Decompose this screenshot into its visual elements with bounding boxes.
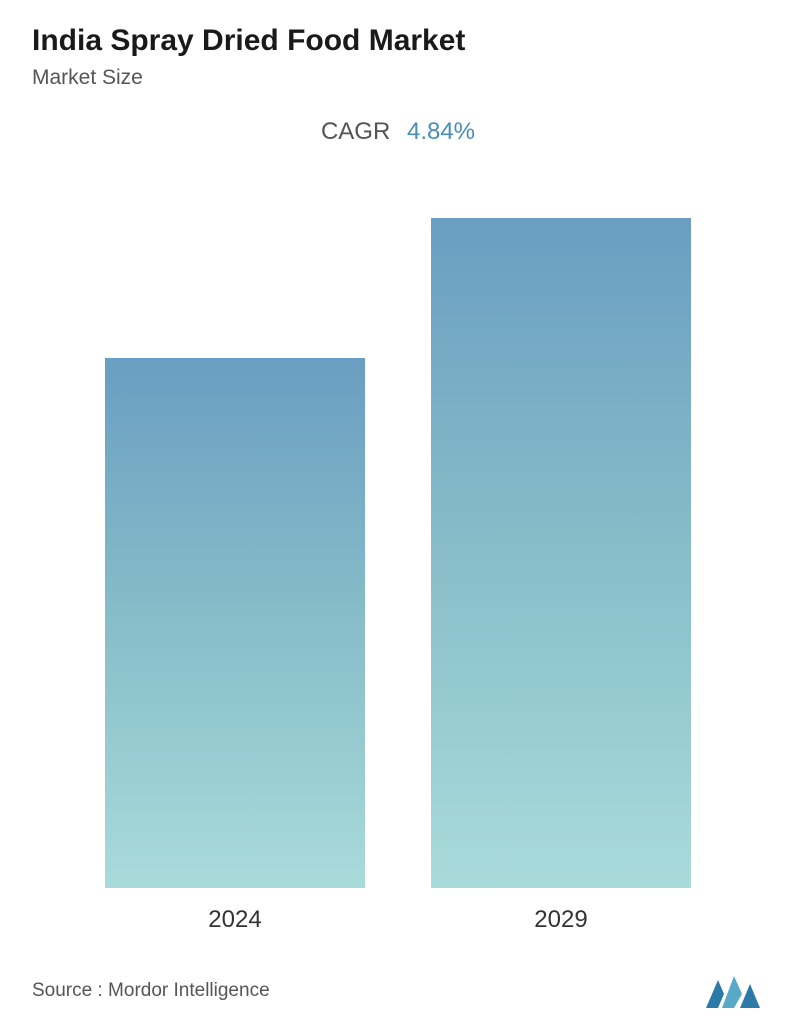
bar-2024 bbox=[105, 358, 365, 888]
source-name: Mordor Intelligence bbox=[108, 980, 270, 1001]
chart-subtitle: Market Size bbox=[32, 66, 764, 90]
mordor-logo-icon bbox=[704, 972, 764, 1010]
bar-label-0: 2024 bbox=[208, 906, 261, 934]
bar-wrapper-1: 2029 bbox=[431, 218, 691, 934]
bar-wrapper-0: 2024 bbox=[105, 358, 365, 934]
cagr-label: CAGR bbox=[321, 118, 390, 145]
footer: Source : Mordor Intelligence bbox=[32, 954, 764, 1010]
source-label: Source : bbox=[32, 980, 103, 1001]
source-text: Source : Mordor Intelligence bbox=[32, 980, 270, 1002]
cagr-value: 4.84% bbox=[407, 118, 475, 145]
cagr-row: CAGR 4.84% bbox=[32, 118, 764, 146]
bar-2029 bbox=[431, 218, 691, 888]
bar-label-1: 2029 bbox=[534, 906, 587, 934]
chart-title: India Spray Dried Food Market bbox=[32, 24, 764, 58]
chart-area: 2024 2029 bbox=[32, 166, 764, 944]
chart-container: India Spray Dried Food Market Market Siz… bbox=[0, 0, 796, 1034]
